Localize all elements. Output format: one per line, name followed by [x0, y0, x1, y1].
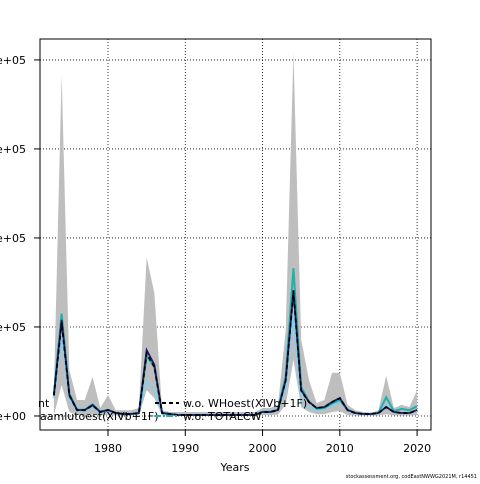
legend-label: aamlutoest(XIVb+1F) — [40, 410, 159, 423]
y-tick-label: e+05 — [0, 54, 26, 67]
series-line — [53, 291, 418, 416]
legend-label: w.o. TOTALCW — [183, 410, 262, 423]
legend-label: w.o. WHoest(XIVb+1F) — [183, 397, 307, 410]
x-tick-label: 2020 — [403, 442, 431, 455]
series-line — [52, 268, 418, 416]
y-tick-label: e+05 — [0, 143, 26, 156]
y-tick-label: e+05 — [0, 232, 26, 245]
confidence-band — [53, 52, 418, 416]
x-tick-label: 2010 — [326, 442, 354, 455]
y-tick-label: e+00 — [0, 410, 26, 423]
x-axis-label: Years — [219, 461, 249, 474]
plot-frame — [39, 38, 432, 431]
x-tick-label: 2000 — [249, 442, 277, 455]
x-tick-label: 1980 — [94, 442, 122, 455]
footer: stockassessment.org, codEastNWWG2021M, r… — [346, 474, 477, 480]
legend-label: nt — [38, 397, 50, 410]
x-tick-label: 1990 — [171, 442, 199, 455]
y-tick-label: e+05 — [0, 321, 26, 334]
